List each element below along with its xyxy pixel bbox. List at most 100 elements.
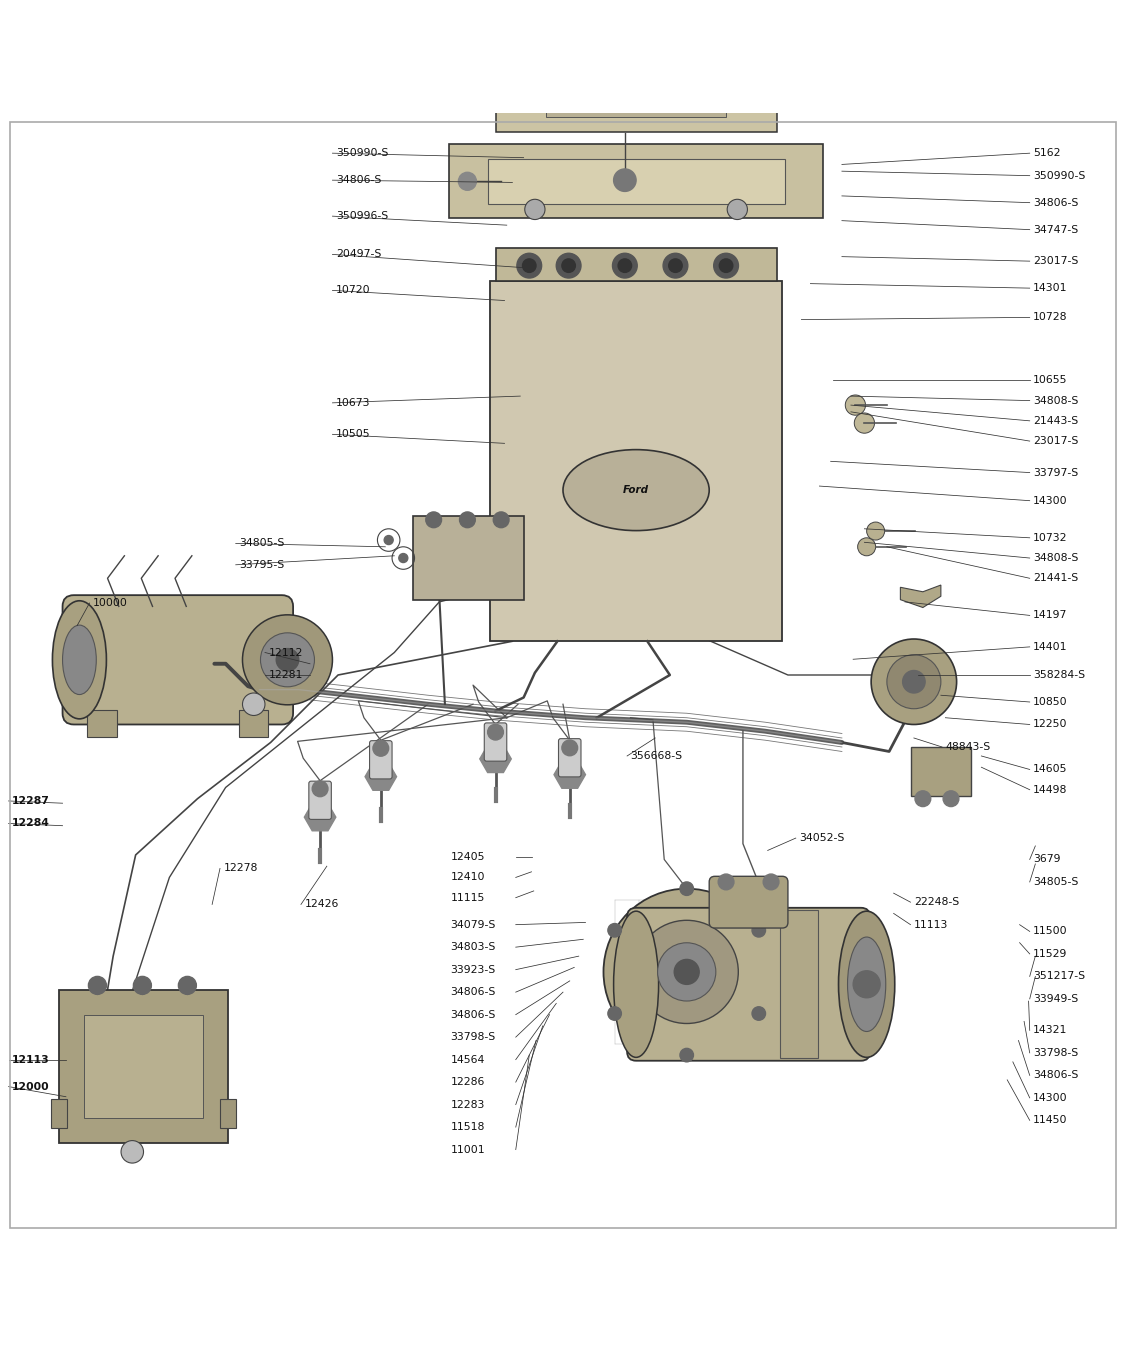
Text: 10505: 10505	[336, 429, 370, 439]
Text: 14321: 14321	[1033, 1026, 1067, 1035]
Text: 11113: 11113	[914, 919, 948, 930]
Circle shape	[608, 923, 622, 937]
Text: 350990-S: 350990-S	[1033, 170, 1085, 181]
FancyBboxPatch shape	[484, 722, 507, 761]
FancyBboxPatch shape	[52, 1099, 68, 1129]
Text: 12250: 12250	[1033, 720, 1067, 729]
Circle shape	[669, 259, 682, 273]
Circle shape	[178, 976, 196, 995]
FancyBboxPatch shape	[63, 595, 293, 725]
FancyBboxPatch shape	[309, 782, 331, 819]
Text: 5162: 5162	[1033, 148, 1061, 158]
FancyBboxPatch shape	[239, 710, 268, 737]
Text: 351217-S: 351217-S	[1033, 972, 1085, 981]
Text: 12112: 12112	[268, 648, 303, 657]
Ellipse shape	[614, 911, 659, 1057]
FancyBboxPatch shape	[495, 247, 777, 281]
Circle shape	[752, 923, 766, 937]
Text: 12426: 12426	[304, 899, 339, 910]
Circle shape	[614, 169, 636, 192]
Circle shape	[867, 522, 885, 540]
Text: 34052-S: 34052-S	[799, 833, 844, 842]
Text: 14197: 14197	[1033, 610, 1067, 621]
Text: 12284: 12284	[12, 818, 50, 829]
Ellipse shape	[563, 450, 709, 531]
Text: 3679: 3679	[1033, 855, 1061, 864]
Text: 11529: 11529	[1033, 949, 1067, 958]
Circle shape	[872, 639, 957, 725]
Text: 10728: 10728	[1033, 312, 1067, 323]
Circle shape	[525, 200, 545, 220]
Circle shape	[493, 512, 509, 528]
Ellipse shape	[53, 601, 107, 718]
Text: 34747-S: 34747-S	[1033, 224, 1079, 235]
Text: 12113: 12113	[12, 1054, 50, 1065]
Circle shape	[133, 976, 151, 995]
Text: 34806-S: 34806-S	[1033, 1071, 1079, 1080]
FancyBboxPatch shape	[627, 907, 870, 1061]
Text: 356668-S: 356668-S	[631, 751, 682, 761]
Text: 11001: 11001	[450, 1145, 485, 1154]
Text: 34803-S: 34803-S	[450, 942, 495, 952]
Circle shape	[763, 873, 779, 890]
Text: 22248-S: 22248-S	[914, 898, 959, 907]
Circle shape	[727, 200, 748, 220]
Text: 33797-S: 33797-S	[1033, 467, 1079, 478]
Circle shape	[562, 740, 578, 756]
Circle shape	[458, 173, 476, 190]
FancyBboxPatch shape	[490, 281, 783, 641]
Circle shape	[674, 960, 699, 984]
Text: 12287: 12287	[12, 796, 50, 806]
Circle shape	[613, 254, 637, 278]
Circle shape	[903, 671, 926, 693]
Text: 33795-S: 33795-S	[239, 560, 285, 570]
Text: 14301: 14301	[1033, 284, 1067, 293]
FancyBboxPatch shape	[84, 1015, 203, 1118]
Circle shape	[680, 882, 694, 895]
Text: 10000: 10000	[93, 598, 127, 608]
Circle shape	[887, 655, 941, 709]
Text: 11450: 11450	[1033, 1115, 1067, 1126]
Circle shape	[718, 873, 734, 890]
Text: 14401: 14401	[1033, 641, 1067, 652]
Circle shape	[944, 791, 959, 806]
Text: 10720: 10720	[336, 285, 370, 296]
Text: 14300: 14300	[1033, 495, 1067, 506]
Circle shape	[714, 254, 739, 278]
Circle shape	[658, 942, 716, 1000]
Circle shape	[276, 648, 298, 671]
Text: 358284-S: 358284-S	[1033, 670, 1085, 680]
Circle shape	[260, 633, 314, 687]
Text: 48843-S: 48843-S	[946, 743, 991, 752]
Text: 12281: 12281	[268, 670, 303, 680]
Circle shape	[635, 921, 739, 1023]
Text: 12410: 12410	[450, 872, 485, 883]
Text: 33798-S: 33798-S	[1033, 1048, 1079, 1058]
FancyBboxPatch shape	[546, 92, 726, 117]
Text: 11115: 11115	[450, 892, 485, 903]
Text: 10673: 10673	[336, 398, 370, 408]
Text: 33798-S: 33798-S	[450, 1033, 495, 1042]
FancyBboxPatch shape	[558, 738, 581, 776]
Text: 33923-S: 33923-S	[450, 965, 495, 975]
Text: 14300: 14300	[1033, 1094, 1067, 1103]
Text: 34808-S: 34808-S	[1033, 396, 1079, 405]
FancyBboxPatch shape	[413, 517, 524, 599]
Text: 34806-S: 34806-S	[336, 176, 382, 185]
Circle shape	[242, 614, 332, 705]
Ellipse shape	[839, 911, 895, 1057]
Circle shape	[680, 1049, 694, 1062]
Circle shape	[89, 976, 107, 995]
Circle shape	[752, 1007, 766, 1021]
Text: 11500: 11500	[1033, 926, 1067, 937]
Text: 34805-S: 34805-S	[239, 539, 285, 548]
Ellipse shape	[848, 937, 886, 1031]
FancyBboxPatch shape	[709, 876, 788, 927]
FancyBboxPatch shape	[369, 741, 392, 779]
Text: 350990-S: 350990-S	[336, 148, 388, 158]
Text: 12278: 12278	[223, 864, 258, 873]
Text: 10732: 10732	[1033, 533, 1067, 543]
Text: Ford: Ford	[623, 485, 649, 495]
FancyBboxPatch shape	[911, 747, 972, 796]
Circle shape	[855, 413, 875, 433]
